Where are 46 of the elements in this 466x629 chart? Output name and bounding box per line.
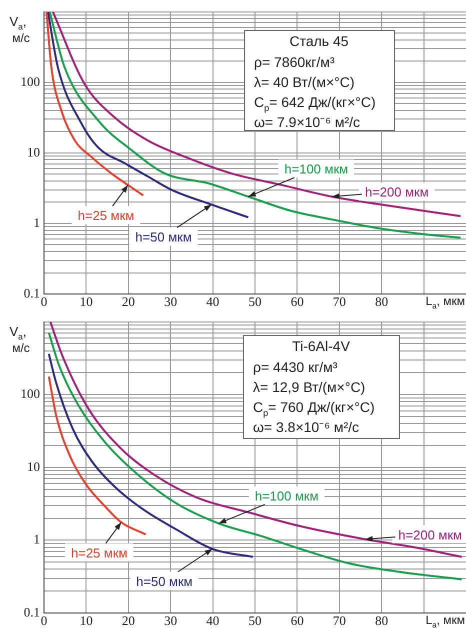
x-tick-label: 0 [40, 613, 48, 628]
annotation: λ= 12,9 Вт/(м×°С) [253, 379, 366, 395]
y-tick-label: 100 [20, 74, 40, 89]
y-tick-label: 10 [27, 144, 40, 160]
x-tick-label: 70 [332, 613, 346, 628]
y-tick-label: 100 [20, 386, 40, 402]
annotation: λ= 40 Вт/(м×°С) [254, 74, 355, 90]
series-label: h=200 мкм [364, 184, 429, 200]
x-tick-label: 50 [248, 294, 262, 310]
x-tick-label: 0 [40, 294, 48, 310]
line-series [48, 376, 147, 536]
x-tick-label: 30 [164, 294, 178, 310]
x-tick-label: 10 [80, 294, 93, 310]
annotation: ω= 3.8×10⁻⁶ м²/с [253, 419, 360, 435]
line-series [47, 12, 250, 218]
x-tick-label: 80 [375, 613, 388, 628]
text: Ti-6Al-4V [292, 338, 351, 354]
x-tick-label: 70 [332, 294, 346, 310]
x-tick-label: 40 [206, 613, 220, 628]
text: Сталь 45 [289, 33, 349, 49]
series-label: h=25 мкм [78, 208, 134, 224]
annotation: ω= 7.9×10⁻⁶ м²/с [254, 114, 360, 130]
series-label: h=200 мкм [398, 527, 462, 542]
x-tick-label: 30 [164, 613, 178, 628]
text: h=100 мкм [284, 162, 348, 177]
x-tick-label: 50 [248, 613, 262, 628]
x-tick-label: 40 [206, 294, 220, 310]
series-label: h=25 мкм [71, 545, 128, 560]
y-tick-label: 0.1 [24, 604, 40, 620]
annotation: ρ= 4430 кг/м³ [253, 359, 338, 375]
x-tick-label: 80 [375, 294, 388, 310]
text: h=100 мкм [254, 488, 319, 504]
x-tick-label: 60 [290, 294, 304, 310]
annotation: ρ= 7860кг/м³ [254, 54, 335, 70]
y-tick-label: 1 [34, 214, 40, 230]
line-series [48, 352, 254, 558]
text: h=50 мкм [136, 574, 193, 589]
x-tick-label: 20 [122, 613, 135, 628]
x-tick-label: 10 [80, 613, 93, 628]
text: h=50 мкм [135, 230, 192, 245]
x-tick-label: 20 [122, 294, 135, 310]
line-series [46, 12, 144, 196]
y-tick-label: 1 [34, 532, 40, 547]
x-tick-label: 60 [290, 613, 304, 628]
y-tick-label: 10 [27, 458, 40, 474]
y-tick-label: 0.1 [24, 285, 40, 300]
